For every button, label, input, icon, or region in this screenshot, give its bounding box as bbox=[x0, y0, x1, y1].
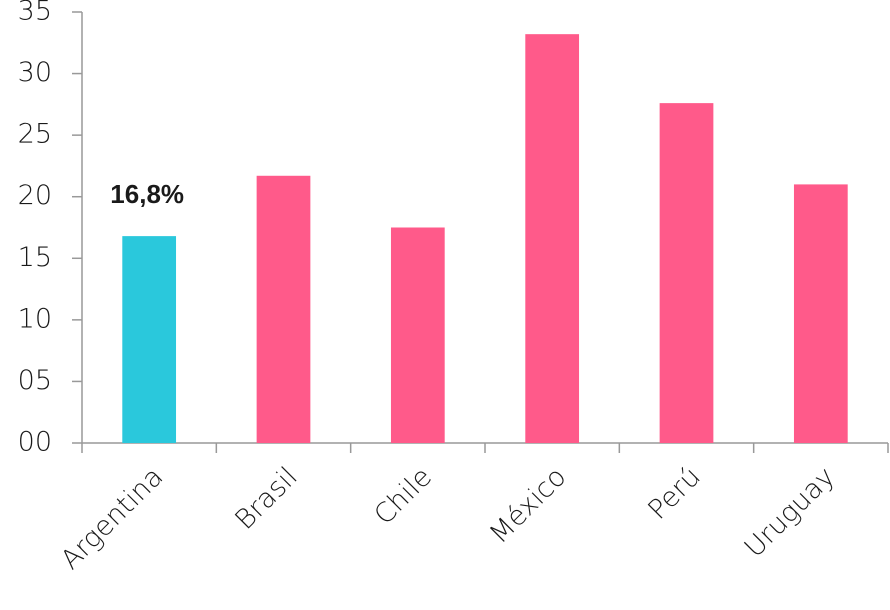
bar bbox=[256, 175, 311, 443]
y-tick-label: 00 bbox=[18, 427, 52, 458]
x-tick-label: Chile bbox=[368, 461, 438, 531]
bar bbox=[659, 103, 714, 443]
x-tick-label: México bbox=[484, 461, 573, 550]
y-tick-label: 05 bbox=[18, 365, 52, 396]
y-tick-label: 30 bbox=[18, 57, 52, 88]
y-tick-label: 35 bbox=[18, 0, 52, 27]
y-tick-label: 15 bbox=[18, 242, 52, 273]
bar bbox=[390, 227, 445, 443]
x-tick-label: Perú bbox=[642, 461, 706, 525]
y-tick-label: 25 bbox=[18, 119, 52, 150]
x-tick-label: Argentina bbox=[55, 461, 169, 575]
x-tick-label: Uruguay bbox=[739, 461, 841, 563]
bar bbox=[122, 236, 177, 443]
bar bbox=[793, 184, 848, 443]
y-tick-label: 10 bbox=[18, 303, 52, 334]
y-tick-label: 20 bbox=[18, 180, 52, 211]
value-label: 16,8% bbox=[110, 179, 184, 209]
bar bbox=[525, 34, 580, 444]
x-tick-label: Brasil bbox=[229, 461, 304, 536]
